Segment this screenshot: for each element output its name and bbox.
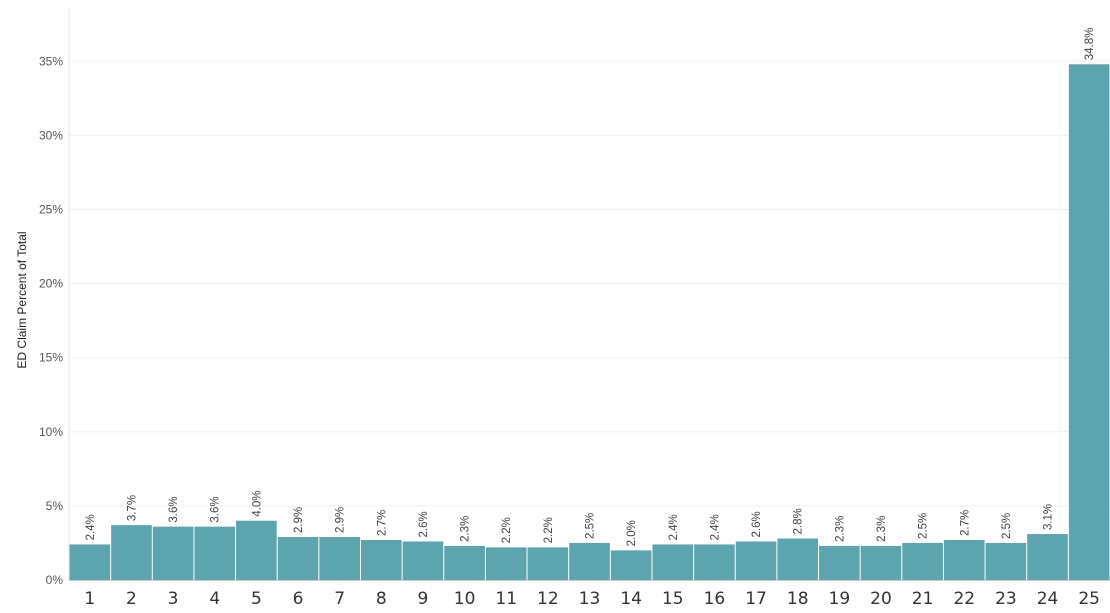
x-tick-label: 9 bbox=[418, 589, 429, 609]
x-tick-label: 2 bbox=[126, 589, 137, 609]
data-label: 3.7% bbox=[126, 495, 138, 521]
bars bbox=[69, 64, 1110, 581]
x-tick-label: 23 bbox=[995, 589, 1017, 609]
x-tick-label: 4 bbox=[209, 589, 220, 609]
bar bbox=[569, 542, 610, 580]
bar bbox=[735, 541, 777, 580]
x-tick-label: 21 bbox=[912, 589, 934, 609]
bar bbox=[985, 542, 1027, 580]
data-label: 2.3% bbox=[460, 516, 472, 542]
bar bbox=[236, 520, 277, 580]
x-tick-label: 3 bbox=[168, 589, 179, 609]
data-label: 2.9% bbox=[335, 507, 347, 533]
data-label: 2.5% bbox=[1001, 513, 1013, 539]
x-tick-label: 17 bbox=[745, 589, 767, 609]
data-label: 2.9% bbox=[293, 507, 305, 533]
x-tick-label: 19 bbox=[829, 589, 851, 609]
bar bbox=[402, 541, 444, 580]
x-tick-label: 14 bbox=[620, 589, 642, 609]
x-tick-label: 16 bbox=[704, 589, 726, 609]
data-label: 2.8% bbox=[793, 508, 805, 534]
data-label: 2.3% bbox=[834, 516, 846, 542]
x-tick-label: 24 bbox=[1037, 589, 1059, 609]
x-tick-label: 8 bbox=[376, 589, 387, 609]
x-tick-label: 15 bbox=[662, 589, 684, 609]
data-label: 3.1% bbox=[1043, 504, 1055, 530]
bar bbox=[860, 545, 902, 580]
x-tick-label: 1 bbox=[84, 589, 95, 609]
bar bbox=[694, 544, 735, 580]
bar bbox=[652, 544, 694, 580]
bar bbox=[819, 545, 860, 580]
x-tick-label: 6 bbox=[293, 589, 304, 609]
x-tick-label: 7 bbox=[334, 589, 345, 609]
data-label: 2.7% bbox=[376, 510, 388, 536]
bar bbox=[319, 537, 360, 580]
bar bbox=[943, 539, 985, 580]
data-label: 2.0% bbox=[626, 520, 638, 546]
bar bbox=[360, 539, 402, 580]
x-tick-label: 12 bbox=[537, 589, 559, 609]
bar bbox=[69, 544, 111, 580]
x-tick-label: 13 bbox=[579, 589, 601, 609]
y-tick-label: 35% bbox=[39, 54, 63, 68]
y-tick-label: 0% bbox=[46, 573, 64, 587]
bar bbox=[1027, 534, 1068, 580]
y-tick-label: 25% bbox=[39, 203, 63, 217]
bar bbox=[194, 526, 236, 580]
x-tick-label: 20 bbox=[870, 589, 892, 609]
data-label: 2.6% bbox=[751, 511, 763, 537]
data-label: 2.4% bbox=[709, 514, 721, 540]
y-axis-label: ED Claim Percent of Total bbox=[15, 231, 29, 368]
data-label: 2.4% bbox=[668, 514, 680, 540]
data-label: 3.6% bbox=[168, 496, 180, 522]
bar bbox=[902, 542, 943, 580]
x-tick-label: 18 bbox=[787, 589, 809, 609]
x-tick-label: 10 bbox=[454, 589, 476, 609]
x-tick-label: 25 bbox=[1078, 589, 1100, 609]
data-label: 2.7% bbox=[959, 510, 971, 536]
bar bbox=[111, 525, 152, 580]
bar bbox=[277, 537, 319, 580]
data-label: 3.6% bbox=[210, 496, 222, 522]
y-tick-label: 15% bbox=[39, 351, 63, 365]
bar bbox=[444, 545, 485, 580]
bar bbox=[485, 547, 527, 580]
bar bbox=[152, 526, 194, 580]
data-labels: 2.4% 3.7% 3.6% 3.6% 4.0% 2.9% 2.9% 2.7% 2.6% 2.3%… bbox=[85, 28, 1096, 547]
bar bbox=[527, 547, 569, 580]
x-axis: 1 2 3 4 5 6 7 8 9 10 11 12 13 14 15 16 17 18 19 20 21 22 23 24 2… bbox=[69, 580, 1110, 609]
data-label: 4.0% bbox=[251, 491, 263, 517]
x-tick-label: 5 bbox=[251, 589, 262, 609]
data-label: 34.8% bbox=[1084, 28, 1096, 61]
data-label: 2.2% bbox=[543, 517, 555, 543]
bar bbox=[610, 550, 652, 580]
y-tick-label: 5% bbox=[46, 499, 64, 513]
gridlines bbox=[69, 60, 1110, 507]
y-axis: 0% 5% 10% 15% 20% 25% 30% 35% bbox=[39, 8, 70, 587]
y-tick-label: 20% bbox=[39, 277, 63, 291]
x-tick-label: 11 bbox=[495, 589, 517, 609]
data-label: 2.2% bbox=[501, 517, 513, 543]
y-tick-label: 10% bbox=[39, 425, 63, 439]
bar bbox=[1068, 64, 1110, 581]
y-tick-label: 30% bbox=[39, 128, 63, 142]
data-label: 2.5% bbox=[918, 513, 930, 539]
data-label: 2.4% bbox=[85, 514, 97, 540]
bar bbox=[777, 538, 819, 580]
data-label: 2.3% bbox=[876, 516, 888, 542]
data-label: 2.5% bbox=[585, 513, 597, 539]
data-label: 2.6% bbox=[418, 511, 430, 537]
x-tick-label: 22 bbox=[953, 589, 975, 609]
